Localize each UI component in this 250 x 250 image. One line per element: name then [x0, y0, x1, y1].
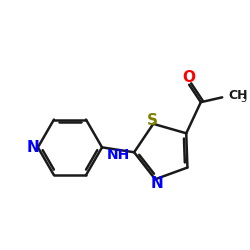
Text: N: N	[151, 176, 164, 191]
Text: CH: CH	[228, 89, 248, 102]
Text: O: O	[183, 70, 196, 86]
Text: S: S	[147, 114, 158, 128]
Text: N: N	[27, 140, 40, 155]
Text: NH: NH	[106, 148, 130, 162]
Text: 3: 3	[241, 94, 247, 104]
